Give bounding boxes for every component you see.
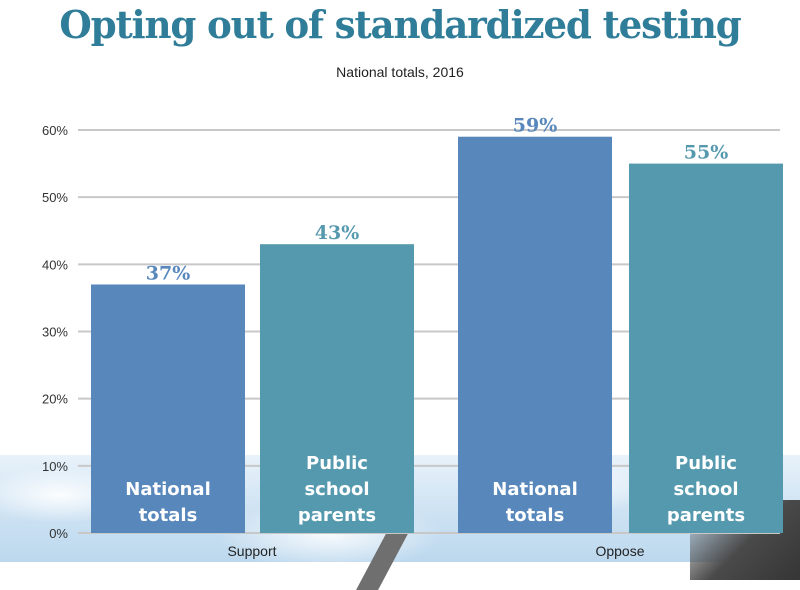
bar-group: 37% National totals <box>91 262 245 533</box>
bar-group: 55% Public school parents <box>629 142 783 534</box>
bar-chart: 0%10%20%30%40%50%60% 37%Nationaltotals59… <box>42 115 783 559</box>
data-label: 55% <box>684 142 729 164</box>
y-tick-label: 20% <box>42 392 68 407</box>
bar-series-label: school <box>673 479 738 500</box>
bar-series-label: parents <box>667 505 745 526</box>
chart-subtitle: National totals, 2016 <box>336 64 464 80</box>
bar-group: 59% National totals <box>458 115 612 533</box>
bar <box>260 244 414 533</box>
bar-group: 43% Public school parents <box>260 222 414 533</box>
bar-series-label: National <box>125 479 210 500</box>
bars: 37% National totals 59% National totals 43% Pub… <box>91 115 783 534</box>
y-tick-label: 10% <box>42 459 68 474</box>
bar-series-label: totals <box>139 505 198 526</box>
y-tick-label: 40% <box>42 257 68 272</box>
bar <box>458 136 612 533</box>
x-category-label: Oppose <box>595 543 644 559</box>
y-tick-label: 30% <box>42 325 68 340</box>
bar-series-label: Public <box>675 453 737 474</box>
y-tick-label: 50% <box>42 190 68 205</box>
chart-title: Opting out of standardized testing <box>59 2 742 47</box>
bar-series-label: parents <box>298 505 376 526</box>
x-axis-categories: Support Oppose <box>227 543 644 559</box>
y-tick-label: 60% <box>42 123 68 138</box>
data-label: 37% <box>146 262 191 284</box>
y-axis-ticks: 0% 10% 20% 30% 40% 50% 60% <box>42 123 68 541</box>
bar-series-label: Public <box>306 453 368 474</box>
bar <box>91 284 245 533</box>
bar-series-label: totals <box>506 505 565 526</box>
data-label: 43% <box>315 222 360 244</box>
bar-series-label: school <box>304 479 369 500</box>
data-label: 59% <box>513 115 558 137</box>
y-tick-label: 0% <box>49 526 68 541</box>
x-category-label: Support <box>227 543 276 559</box>
bar <box>629 163 783 534</box>
bar-series-label: National <box>492 479 577 500</box>
